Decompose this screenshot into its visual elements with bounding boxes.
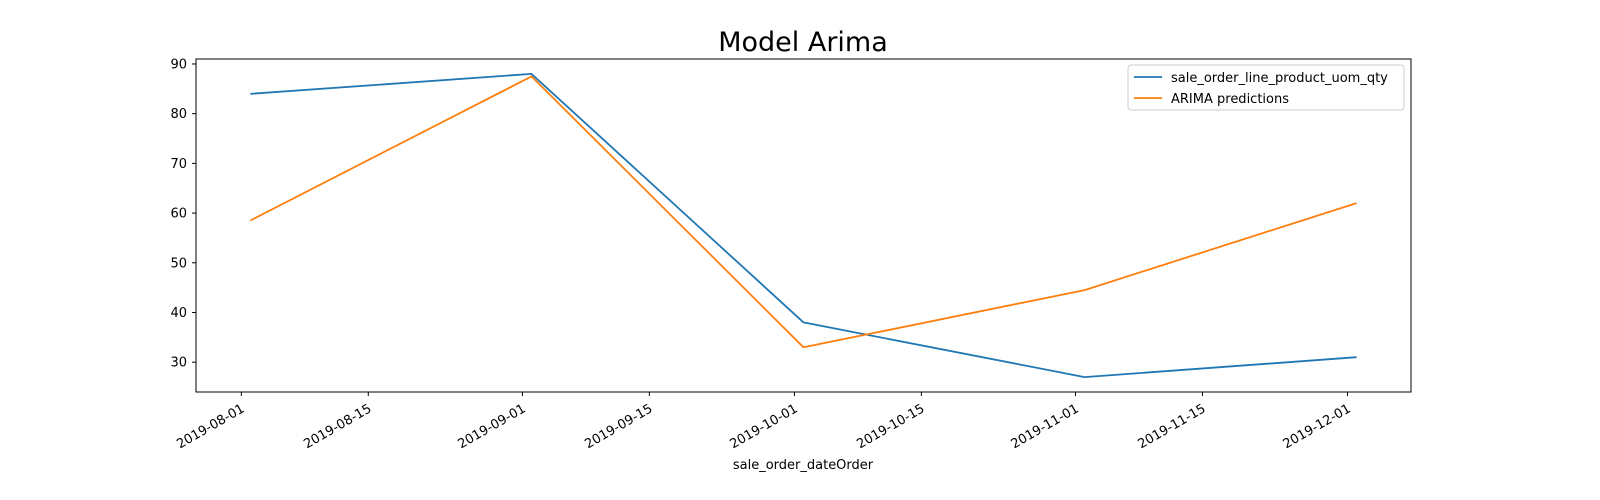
y-tick-label: 50 [170,256,187,271]
legend-box [1127,64,1405,111]
plot-area [249,73,1357,379]
x-tick-label: 2019-09-15 [582,401,655,452]
y-tick-label: 30 [170,356,187,371]
y-tick-label: 60 [170,207,187,222]
x-tick-label: 2019-08-15 [301,401,374,452]
x-tick-label: 2019-08-01 [174,401,247,452]
chart-title: Model Arima [718,27,888,58]
y-tick-label: 40 [170,306,187,321]
x-tick-label: 2019-11-15 [1136,401,1209,452]
x-tick-label: 2019-10-15 [854,401,927,452]
axes-frame [195,58,1412,393]
y-tick-label: 80 [170,107,187,122]
series-line-2 [249,75,1357,349]
x-tick-label: 2019-10-01 [727,401,800,452]
x-axis-label: sale_order_dateOrder [733,458,874,473]
x-tick-label: 2019-09-01 [455,401,528,452]
series-line-1 [250,73,1357,379]
legend: sale_order_line_product_uom_qty ARIMA pre… [1127,64,1405,111]
legend-label-1: sale_order_line_product_uom_qty [1171,71,1388,86]
y-tick-label: 90 [170,57,187,72]
y-tick-label: 70 [170,157,187,172]
x-tick-label: 2019-12-01 [1281,401,1354,452]
legend-label-2: ARIMA predictions [1171,92,1289,107]
x-tick-label: 2019-11-01 [1009,401,1082,452]
